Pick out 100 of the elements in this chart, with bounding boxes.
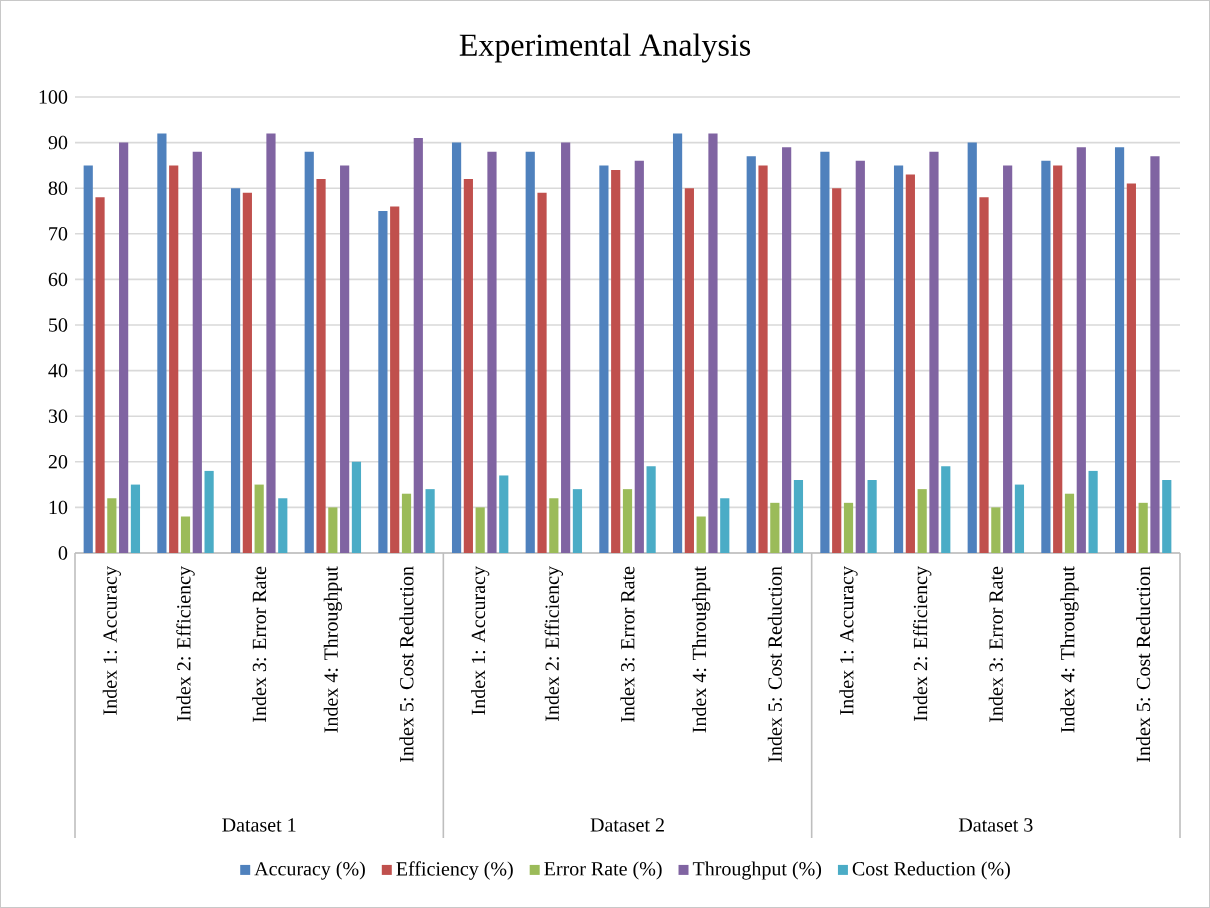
bar [1150, 156, 1160, 553]
bar [991, 507, 1001, 553]
legend-label: Throughput (%) [692, 861, 822, 880]
legend-label: Cost Reduction (%) [852, 861, 1010, 880]
bar [451, 142, 462, 553]
y-tick-label: 90 [48, 135, 68, 150]
bar [487, 151, 497, 553]
bar [1003, 165, 1013, 553]
bar [378, 210, 388, 553]
legend-label: Accuracy (%) [254, 861, 365, 880]
bar [893, 165, 904, 553]
bar [622, 489, 633, 553]
x-tick-label: Index 1: Accuracy [471, 566, 490, 715]
bar [1014, 484, 1025, 553]
bar [917, 489, 927, 553]
bar [266, 133, 276, 553]
text: Dataset 1 [222, 818, 296, 832]
bar [746, 156, 756, 553]
bar [549, 498, 559, 553]
bar [537, 192, 547, 553]
bar [967, 142, 977, 553]
bar [180, 516, 191, 553]
bar [499, 475, 509, 553]
bar [525, 151, 535, 553]
bar [1064, 493, 1075, 553]
x-tick-label: Index 4: Throughput [692, 566, 711, 733]
x-tick-label: Index 4: Throughput [1060, 566, 1079, 733]
bar [855, 160, 865, 553]
bar [130, 484, 141, 553]
bar [1126, 183, 1136, 553]
bar [782, 147, 792, 553]
bar [832, 188, 842, 553]
bar [561, 142, 571, 553]
text: Dataset 2 [590, 818, 664, 832]
bar [390, 206, 400, 553]
x-tick-label: Index 5: Cost Reduction [1136, 566, 1151, 762]
bar [230, 188, 241, 553]
bar [929, 151, 939, 553]
bar [599, 165, 609, 553]
bar [1053, 165, 1063, 553]
y-tick-label: 30 [48, 409, 68, 423]
bar [905, 174, 915, 553]
bar [278, 498, 288, 553]
x-tick-label: Index 2: Efficiency [544, 566, 564, 722]
bar [572, 489, 583, 553]
bar [107, 498, 117, 553]
bar [1162, 480, 1172, 553]
bar [1076, 147, 1086, 553]
y-tick-label: 20 [48, 455, 68, 469]
y-tick-label: 60 [48, 272, 68, 287]
bar [793, 480, 804, 553]
y-tick-label: 100 [39, 90, 68, 104]
bar [157, 133, 167, 553]
bar [204, 470, 214, 553]
x-tick-label: Index 3: Error Rate [620, 566, 635, 722]
bar [843, 502, 854, 553]
bar [611, 169, 621, 553]
bar [463, 179, 473, 553]
bar [475, 507, 485, 553]
bar [720, 498, 730, 553]
bar [340, 165, 350, 553]
bar [316, 179, 326, 553]
bar [634, 160, 644, 553]
y-tick-label: 70 [49, 227, 68, 241]
x-tick-label: Index 5: Cost Reduction [767, 566, 782, 762]
y-tick-label: 0 [58, 546, 68, 560]
bar [242, 192, 252, 553]
bar [192, 151, 202, 553]
bar [351, 461, 362, 553]
bar [304, 151, 314, 553]
bar [425, 489, 435, 553]
bar [119, 142, 129, 553]
bar [1041, 160, 1051, 553]
x-tick-label: Index 2: Efficiency [176, 566, 195, 722]
x-tick-label: Index 4: Throughput [323, 566, 342, 733]
bar [696, 516, 706, 553]
bar [413, 138, 423, 553]
y-tick-label: 10 [49, 500, 68, 515]
bar [708, 133, 718, 553]
bar [941, 466, 951, 553]
bar [820, 151, 830, 553]
text: Dataset 3 [958, 818, 1033, 832]
y-tick-label: 40 [48, 363, 68, 378]
legend-label: Error Rate (%) [544, 861, 662, 880]
x-tick-label: Index 1: Accuracy [839, 566, 858, 715]
bar [979, 197, 989, 553]
bar [770, 502, 780, 553]
bar [758, 165, 768, 553]
bar [672, 133, 683, 553]
bar [684, 188, 694, 553]
legend-label: Efficiency (%) [396, 861, 513, 880]
bar [1114, 147, 1125, 553]
bar [1088, 470, 1098, 553]
x-tick-label: Index 2: Efficiency [912, 566, 932, 722]
bar [169, 165, 179, 553]
chart-title: Experimental Analysis [459, 33, 751, 63]
bar [646, 466, 656, 553]
bar [328, 507, 338, 553]
x-tick-label: Index 1: Accuracy [102, 566, 121, 715]
y-tick-label: 80 [48, 181, 68, 195]
